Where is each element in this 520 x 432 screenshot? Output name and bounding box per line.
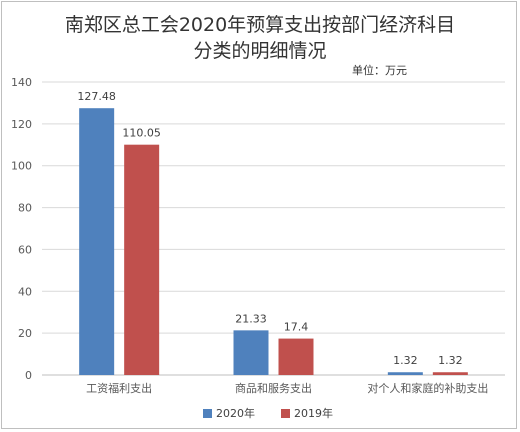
- legend-entry: 2019年: [281, 405, 333, 421]
- x-tick-label: 对个人和家庭的补助支出: [367, 381, 488, 395]
- y-tick-label: 60: [18, 243, 32, 256]
- y-tick-label: 120: [11, 118, 32, 131]
- legend-swatch: [281, 408, 290, 418]
- data-label: 127.48: [77, 90, 116, 103]
- data-label: 1.32: [438, 354, 463, 367]
- y-tick-label: 80: [18, 202, 32, 215]
- legend-label: 2019年: [294, 407, 333, 420]
- legend: 2020年 2019年: [0, 405, 520, 421]
- chart-title-line1: 南郑区总工会2020年预算支出按部门经济科目: [64, 14, 456, 36]
- bar: [233, 330, 269, 375]
- data-label: 17.4: [284, 321, 309, 334]
- bar: [278, 338, 314, 375]
- chart-title-line2: 分类的明细情况: [193, 40, 327, 62]
- y-tick-label: 0: [25, 369, 32, 382]
- bar: [124, 144, 160, 375]
- data-label: 110.05: [122, 127, 161, 140]
- y-tick-label: 20: [18, 327, 32, 340]
- bar: [79, 108, 115, 375]
- legend-entry: 2020年: [203, 405, 255, 421]
- x-tick-label: 商品和服务支出: [235, 381, 312, 395]
- legend-label: 2020年: [216, 407, 255, 420]
- bar: [387, 372, 423, 375]
- unit-label: 单位：万元: [352, 64, 407, 77]
- y-tick-label: 40: [18, 285, 32, 298]
- data-label: 1.32: [393, 354, 418, 367]
- data-label: 21.33: [235, 312, 267, 325]
- y-tick-label: 100: [11, 160, 32, 173]
- bar: [432, 372, 468, 375]
- y-tick-label: 140: [11, 76, 32, 89]
- x-tick-label: 工资福利支出: [86, 381, 152, 395]
- bar-chart: 0 20 40 60 80 100 120 140 127.48 110.05 工资福利支出 21.3…: [11, 76, 505, 395]
- legend-swatch: [203, 408, 212, 418]
